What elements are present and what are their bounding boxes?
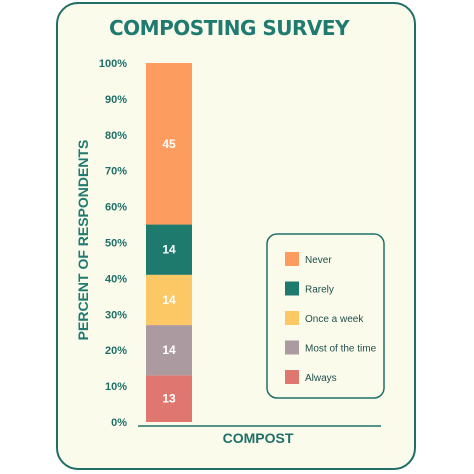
bar-segment bbox=[146, 63, 192, 225]
y-tick-label: 50% bbox=[105, 238, 127, 250]
bar-value-label: 14 bbox=[162, 243, 176, 257]
y-tick-label: 100% bbox=[99, 58, 127, 70]
y-tick-label: 70% bbox=[105, 166, 127, 178]
legend-swatch bbox=[285, 281, 299, 296]
y-tick-label: 30% bbox=[105, 309, 127, 321]
legend-swatch bbox=[285, 252, 299, 266]
x-category-label: COMPOST bbox=[223, 430, 294, 446]
y-tick-label: 60% bbox=[105, 202, 127, 214]
y-tick-label: 80% bbox=[105, 130, 127, 142]
y-axis-ticks: 0% 10% 20% 30% 40% 50% 60% 70% 80% 90% 100% bbox=[99, 58, 127, 429]
bar-value-label: 45 bbox=[162, 137, 176, 151]
legend-label: Always bbox=[305, 373, 337, 384]
bar-value-label: 13 bbox=[162, 392, 176, 406]
y-tick-label: 10% bbox=[105, 381, 127, 393]
legend-label: Rarely bbox=[305, 285, 334, 296]
bar-value-label: 14 bbox=[162, 293, 176, 307]
y-axis-label: PERCENT OF RESPONDENTS bbox=[75, 140, 91, 341]
legend-label: Once a week bbox=[305, 314, 364, 325]
legend-box bbox=[266, 233, 385, 399]
legend-label: Never bbox=[305, 255, 332, 266]
y-tick-label: 90% bbox=[105, 94, 127, 106]
legend: Never Rarely Once a week Most of the time Al… bbox=[266, 233, 385, 399]
y-tick-label: 40% bbox=[105, 273, 127, 285]
bar-segment bbox=[146, 274, 192, 326]
bar-stack: 13 14 14 14 45 bbox=[146, 63, 192, 422]
y-tick-label: 0% bbox=[111, 417, 127, 429]
legend-swatch bbox=[285, 311, 299, 325]
bar-value-label: 14 bbox=[162, 343, 176, 357]
chart-title: COMPOSTING SURVEY bbox=[109, 16, 350, 40]
bar-segment bbox=[146, 224, 192, 275]
legend-swatch bbox=[285, 370, 299, 384]
legend-label: Most of the time bbox=[305, 344, 377, 355]
bar-segment bbox=[146, 375, 192, 422]
bar-segment bbox=[146, 325, 192, 376]
y-tick-label: 20% bbox=[105, 345, 127, 357]
legend-swatch bbox=[285, 340, 299, 355]
